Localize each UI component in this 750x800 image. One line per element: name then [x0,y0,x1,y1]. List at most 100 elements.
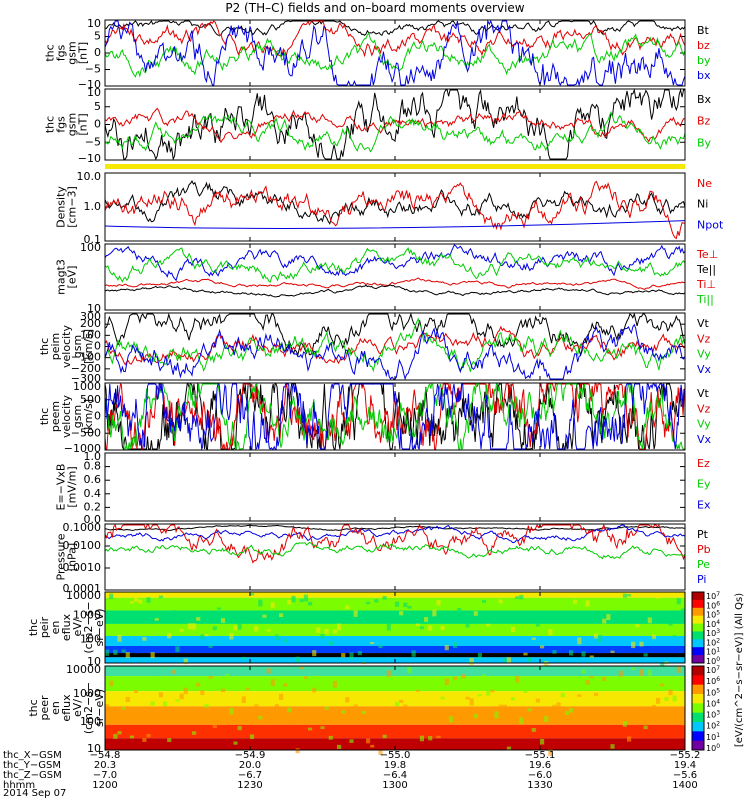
spectrogram-cell [498,599,503,604]
spectrogram-cell [366,601,371,605]
spectrogram-cell [341,710,346,714]
colorbar-segment [692,731,704,742]
series-Pb [104,523,686,564]
y-axis-label: en [49,621,62,635]
spectrogram-cell [577,694,582,697]
spectrogram-cell [415,689,420,692]
spectrogram-cell [316,627,321,633]
spectrogram-cell [316,675,321,682]
spectrogram-cell [498,704,503,707]
spectrogram-cell [680,608,685,615]
series-Vy [104,317,686,373]
spectrogram-cell [183,687,188,695]
colorbar-tick: 103 [706,710,720,720]
legend-entry: Bx [697,93,712,106]
spectrogram-cell [564,617,569,621]
spectrogram-cell [345,697,350,703]
colorbar-segment [692,615,704,625]
y-axis-label: thc [38,338,51,355]
spectrogram-cell [519,717,524,724]
spectrogram-cell [407,667,412,674]
spectrogram-cell [262,614,267,618]
panel-2: 10.0 1.0 0.1 Density[cm−3] Ne Ni Npot [55,170,724,246]
ephemeris-value: −55.1 [525,750,556,761]
spectrogram-cell [660,662,665,666]
spectrogram-cell [585,600,590,607]
y-axis-label: gsm [66,113,79,136]
ephemeris-value: 19.4 [674,760,696,771]
y-tick-label: 0.0 [84,513,102,526]
y-tick-label: −200 [71,362,101,375]
legend-entry: Vt [697,387,710,400]
spectrogram-cell [593,692,598,696]
y-axis-label: gsm [66,41,79,64]
spectrogram-cell [109,593,114,600]
panel-frame [104,243,686,311]
spectrogram-cell [105,703,110,708]
spectrogram-cell [320,634,325,639]
y-tick-label: 1000 [73,609,101,622]
series-Vx [104,323,686,381]
colorbar-frame [691,665,705,751]
spectrogram-cell [647,617,652,624]
spectrogram-cell [680,721,685,726]
spectrogram-cell [254,626,259,632]
spectrogram-cell [593,633,598,639]
ephemeris-value: −5.6 [673,770,697,781]
spectrogram-cell [668,689,673,696]
spectrogram-cell [328,640,333,646]
colorbar-tick: 102 [706,637,720,647]
legend-entry: Npot [697,218,724,231]
spectrogram-cell [233,625,238,631]
y-tick-label: −1000 [64,442,101,455]
spectrogram-cell [382,595,387,600]
legend-entry: bx [697,69,711,82]
spectrogram-cell [221,618,226,623]
spectrogram-band [105,676,685,692]
spectrogram-cell [477,694,482,697]
spectrogram-band [105,691,685,707]
spectrogram-cell [643,653,648,657]
spectrogram-cell [419,626,424,630]
spectrogram-cell [448,617,453,622]
spectrogram-cell [208,676,213,679]
colorbar-tick: 105 [706,610,720,620]
y-tick-label: 0 [94,410,101,423]
spectrogram-cell [457,607,462,613]
series-Ti-par [104,247,686,283]
series-Ti-perp [104,244,686,282]
spectrogram-cell [428,625,433,631]
spectrogram-cell [656,697,661,704]
series-Te-perp [104,277,686,290]
spectrogram-cell [515,675,520,683]
colorbar-segment [692,639,704,648]
spectrogram-cell [179,693,184,700]
spectrogram-cell [631,641,636,649]
spectrogram-cell [606,714,611,718]
spectrogram-cell [577,637,582,645]
spectrogram-cell [610,744,615,749]
spectrogram-cell [440,625,445,630]
y-axis-label: gsm [71,335,84,358]
spectrogram-cell [241,656,246,660]
series-By [104,110,686,153]
colorbar: 1071061051041031021011001071061051041031… [691,591,745,753]
spectrogram-cell [274,634,279,640]
spectrogram-cell [150,652,155,659]
spectrogram-cell [444,645,449,651]
spectrogram-cell [622,593,627,598]
spectrogram-cell [569,650,574,656]
spectrogram-cell [486,689,491,696]
y-tick-label: 0.0001 [63,582,102,595]
colorbar-segment [692,694,704,704]
spectrogram-cell [465,621,470,628]
spectrogram-cell [515,596,520,599]
spectrogram-band [105,666,685,677]
spectrogram-cell [448,716,453,723]
colorbar-tick: 107 [706,591,720,601]
legend-entry: by [697,54,711,67]
series-Npot [104,220,686,229]
spectrogram-cell [353,704,358,709]
spectrogram-cell [560,615,565,620]
